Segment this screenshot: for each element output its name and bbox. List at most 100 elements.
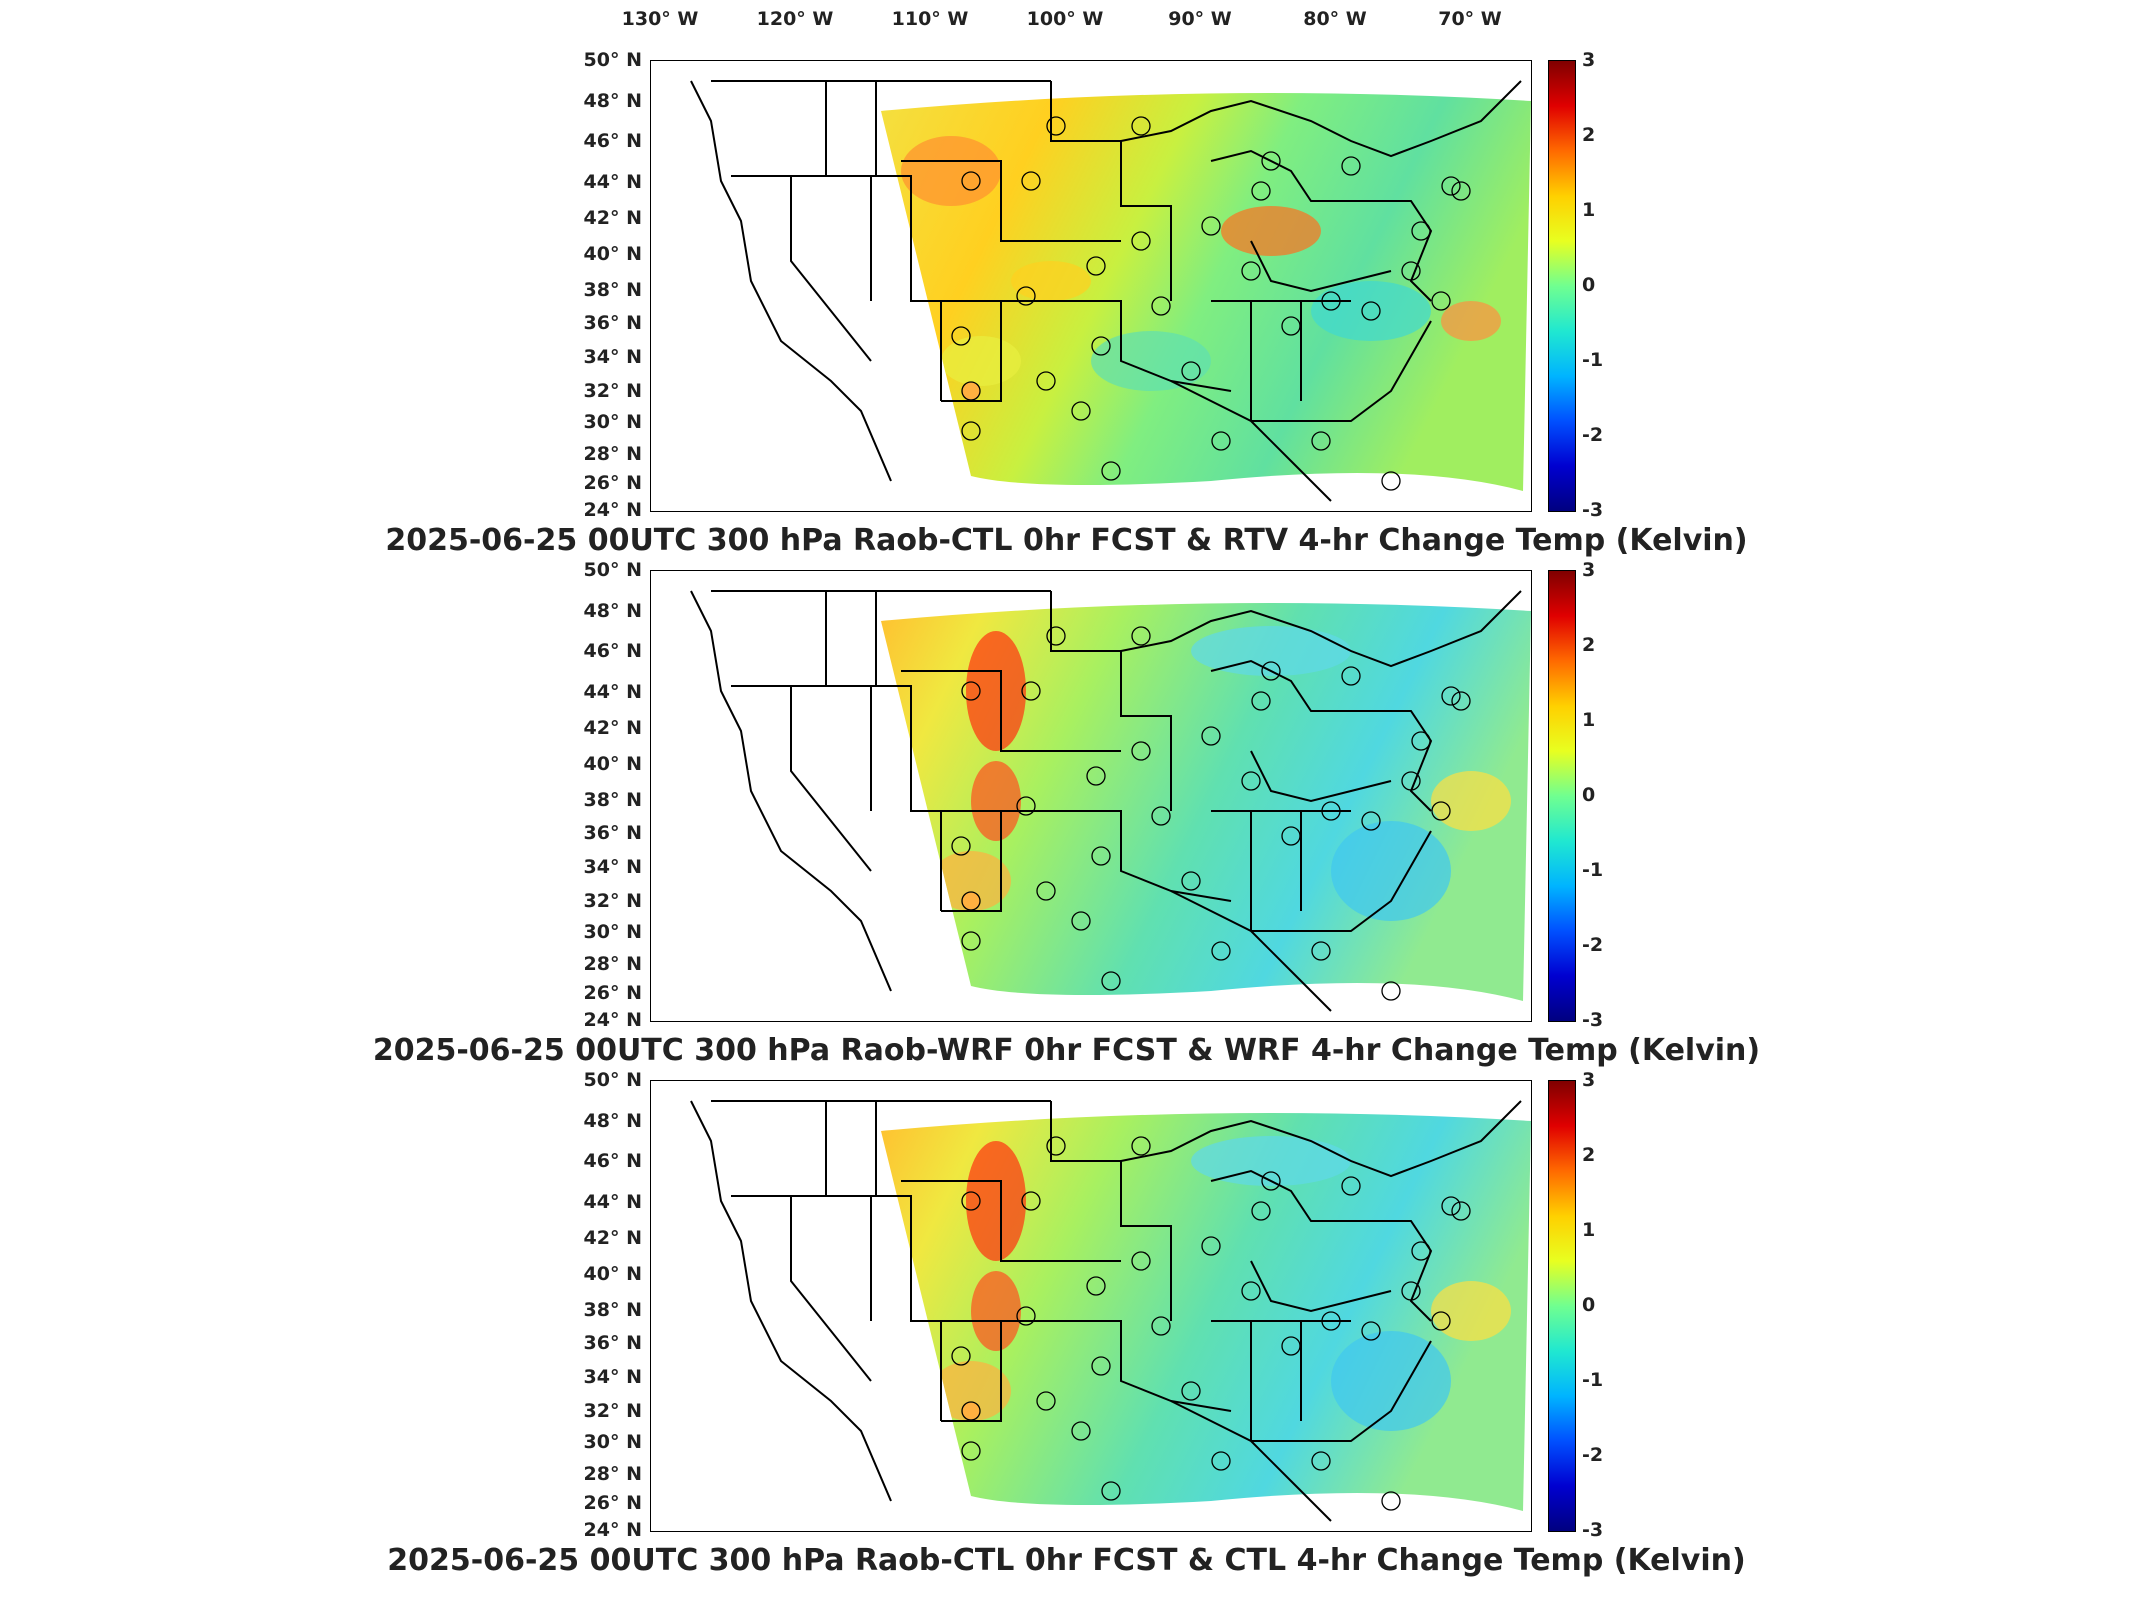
colorbar-tick-label: 3	[1582, 1069, 1596, 1091]
raob-station-marker	[961, 681, 981, 701]
boundary-line	[790, 1196, 872, 1382]
raob-station-marker	[1361, 811, 1381, 831]
boundary-line	[1120, 80, 1522, 158]
raob-station-marker	[1131, 1251, 1151, 1271]
raob-station-marker	[1431, 801, 1451, 821]
raob-station-marker	[1381, 981, 1401, 1001]
raob-station-marker	[1086, 1276, 1106, 1296]
boundary-line	[1250, 750, 1392, 803]
lat-label: 34° N	[583, 856, 642, 878]
lat-label: 46° N	[583, 1150, 642, 1172]
raob-station-marker	[951, 836, 971, 856]
boundary-line	[1050, 81, 1172, 301]
raob-station-marker	[1181, 871, 1201, 891]
raob-station-marker	[1241, 771, 1261, 791]
colorbar-tick-label: -2	[1582, 933, 1604, 956]
raob-station-marker	[1341, 666, 1361, 686]
colorbar-tick-label: 1	[1582, 708, 1596, 731]
lat-label: 30° N	[583, 411, 642, 434]
raob-station-marker	[1201, 1236, 1221, 1256]
raob-station-marker	[1181, 1381, 1201, 1401]
lat-label: 44° N	[583, 170, 642, 193]
raob-station-marker	[1151, 1316, 1171, 1336]
lat-label: 50° N	[583, 49, 642, 71]
colorbar-tick-label: 1	[1582, 1218, 1596, 1241]
raob-station-marker	[961, 421, 981, 441]
colorbar-tick-label: -2	[1582, 423, 1604, 446]
boundary-line	[690, 80, 892, 482]
lat-label: 38° N	[583, 788, 642, 811]
lat-label: 44° N	[583, 680, 642, 703]
colorbar-tick-label: -3	[1582, 1009, 1604, 1031]
raob-station-marker	[1036, 881, 1056, 901]
lat-label: 26° N	[583, 982, 642, 1004]
lat-label: 48° N	[583, 1109, 642, 1132]
map-frame	[650, 1080, 1532, 1532]
boundary-line	[1170, 1400, 1332, 1522]
raob-station-marker	[1251, 1201, 1271, 1221]
colorbar-tick-label: 0	[1582, 274, 1596, 296]
raob-station-marker	[1211, 1451, 1231, 1471]
raob-station-marker	[1086, 766, 1106, 786]
raob-station-marker	[1401, 261, 1421, 281]
boundary-line	[790, 176, 872, 362]
lat-label: 40° N	[583, 242, 642, 265]
lon-label-70w: 70° W	[1438, 8, 1502, 30]
raob-station-marker	[1071, 1421, 1091, 1441]
boundary-line	[1211, 810, 1351, 931]
raob-station-marker	[1251, 181, 1271, 201]
raob-station-marker	[1241, 261, 1261, 281]
raob-station-marker	[1341, 156, 1361, 176]
colorbar-tick-label: -3	[1582, 499, 1604, 521]
raob-station-marker	[1201, 726, 1221, 746]
lon-label-130w: 130° W	[621, 8, 699, 30]
raob-station-marker	[1321, 801, 1341, 821]
raob-station-marker	[951, 326, 971, 346]
raob-station-marker	[1046, 626, 1066, 646]
raob-station-marker	[1211, 431, 1231, 451]
panel-title: 2025-06-25 00UTC 300 hPa Raob-CTL 0hr FC…	[385, 523, 1748, 558]
raob-station-marker	[1311, 941, 1331, 961]
raob-station-marker	[1251, 691, 1271, 711]
lat-label: 28° N	[583, 1462, 642, 1485]
boundary-line	[911, 810, 1002, 912]
raob-station-marker	[961, 1191, 981, 1211]
raob-station-marker	[1021, 171, 1041, 191]
raob-station-marker	[1341, 1176, 1361, 1196]
raob-station-marker	[1086, 256, 1106, 276]
boundary-line	[1250, 1260, 1392, 1313]
boundary-line	[1211, 1320, 1351, 1441]
colorbar	[1548, 570, 1576, 1022]
raob-station-marker	[1016, 796, 1036, 816]
raob-station-marker	[1071, 911, 1091, 931]
boundary-line	[711, 590, 1051, 686]
raob-station-marker	[1091, 846, 1111, 866]
raob-station-marker	[1021, 681, 1041, 701]
lon-label-80w: 80° W	[1303, 8, 1367, 30]
lat-label: 24° N	[583, 1009, 642, 1031]
raob-station-marker	[1101, 971, 1121, 991]
raob-station-marker	[1131, 626, 1151, 646]
raob-station-marker	[1181, 361, 1201, 381]
raob-station-marker	[1071, 401, 1091, 421]
boundary-line	[1170, 380, 1332, 502]
raob-station-marker	[1281, 826, 1301, 846]
raob-station-marker	[1046, 116, 1066, 136]
map-frame	[650, 60, 1532, 512]
raob-station-marker	[1401, 771, 1421, 791]
colorbar-tick-label: 3	[1582, 559, 1596, 581]
panel-title: 2025-06-25 00UTC 300 hPa Raob-CTL 0hr FC…	[387, 1543, 1746, 1578]
raob-station-marker	[1261, 661, 1281, 681]
lat-label: 32° N	[583, 379, 642, 402]
lat-label: 40° N	[583, 1262, 642, 1285]
colorbar-tick-label: 2	[1582, 124, 1596, 147]
raob-station-marker	[1451, 691, 1471, 711]
colorbar-tick-label: -1	[1582, 1369, 1604, 1392]
raob-station-marker	[1431, 291, 1451, 311]
raob-station-marker	[1151, 806, 1171, 826]
boundary-line	[690, 1100, 892, 1502]
map-panel-1: 50° N 48° N 46° N 44° N 42° N 40° N 38° N 36° N…	[0, 49, 2133, 560]
temperature-field	[881, 93, 1531, 491]
lat-label: 38° N	[583, 1298, 642, 1321]
boundary-line	[1250, 240, 1392, 293]
